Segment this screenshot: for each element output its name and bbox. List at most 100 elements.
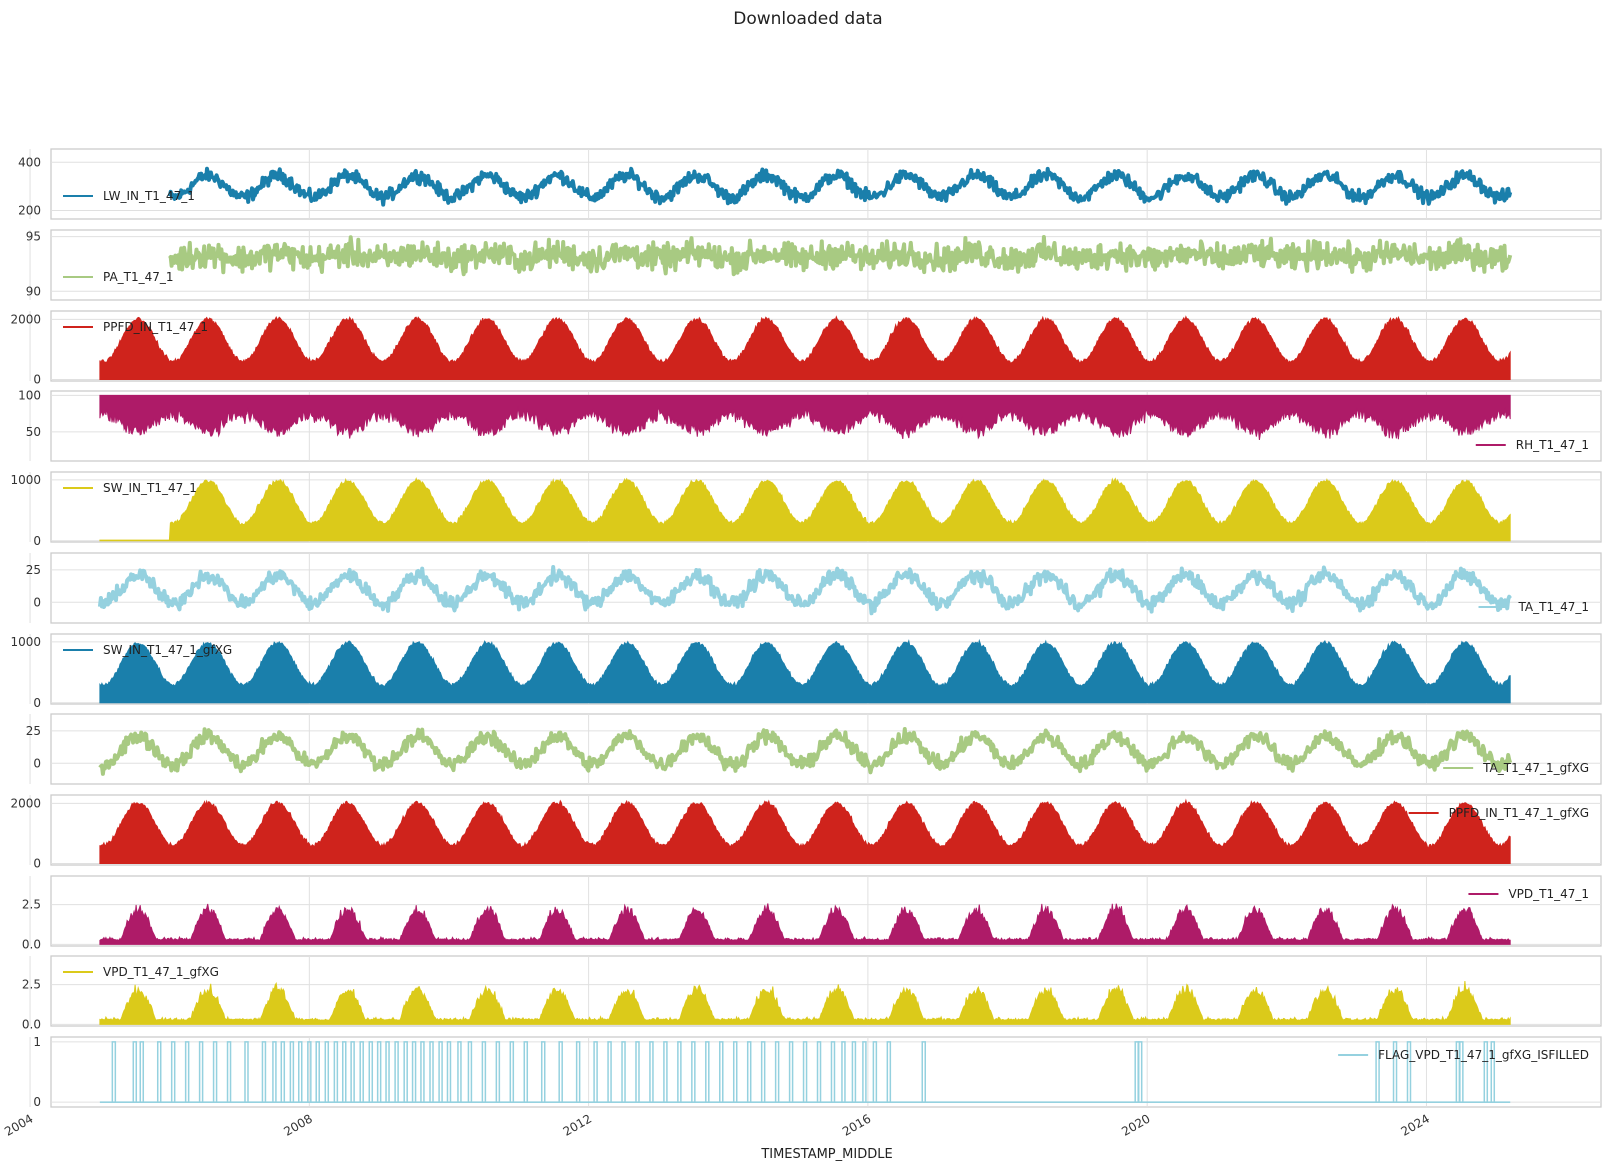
- y-tick-label: 0: [33, 1095, 41, 1109]
- flag-spike: [350, 1041, 355, 1103]
- legend: VPD_T1_47_1: [1468, 887, 1589, 901]
- flag-spike: [523, 1041, 529, 1103]
- y-tick-label: 400: [18, 155, 41, 169]
- y-tick-label: 2.5: [22, 978, 41, 992]
- y-tick-label: 0: [33, 595, 41, 609]
- flag-spike: [495, 1041, 501, 1103]
- x-tick-label: 2016: [840, 1111, 873, 1138]
- flag-spike: [403, 1041, 408, 1103]
- flag-spike: [921, 1041, 926, 1103]
- y-tick-label: 0: [33, 372, 41, 386]
- flag-spike: [226, 1041, 232, 1103]
- x-tick-label: 2012: [561, 1111, 594, 1138]
- flag-spike: [607, 1041, 612, 1103]
- flag-spike: [593, 1041, 598, 1103]
- series-line: [168, 235, 1513, 277]
- panel-SW_IN_T1_47_1: 0 1000 SW_IN_T1_47_1: [10, 471, 1602, 548]
- y-tick-label: 1: [33, 1035, 41, 1049]
- y-tick-label: 2000: [10, 312, 41, 326]
- y-tick-label: 95: [26, 230, 41, 244]
- legend: VPD_T1_47_1_gfXG: [63, 965, 219, 979]
- flag-spike: [830, 1041, 836, 1103]
- legend-label: RH_T1_47_1: [1516, 438, 1589, 452]
- flag-spike: [184, 1041, 190, 1103]
- x-tick-label: 2020: [1119, 1111, 1152, 1138]
- flag-spike: [411, 1041, 417, 1103]
- legend-label: SW_IN_T1_47_1: [103, 481, 197, 495]
- panel-TA_T1_47_1_gfXG: 0 25 TA_T1_47_1_gfXG: [26, 713, 1602, 785]
- y-tick-label: 50: [26, 425, 41, 439]
- flag-spike: [746, 1041, 752, 1103]
- flag-spike: [244, 1041, 249, 1103]
- chart-title: Downloaded data: [733, 9, 882, 29]
- flag-spike: [198, 1041, 204, 1103]
- legend: LW_IN_T1_47_1: [63, 189, 195, 203]
- y-tick-label: 200: [18, 204, 41, 218]
- panel-FLAG_VPD_T1_47_1_gfXG_ISFILLED: 0 1 FLAG_VPD_T1_47_1_gfXG_ISFILLED: [29, 1035, 1602, 1109]
- series-area: [99, 477, 1511, 542]
- flag-spike: [467, 1041, 473, 1103]
- y-tick-label: 2.5: [22, 898, 41, 912]
- flag-spike: [705, 1041, 710, 1103]
- panel-PPFD_IN_T1_47_1: 0 2000 PPFD_IN_T1_47_1: [10, 310, 1602, 386]
- legend-label: SW_IN_T1_47_1_gfXG: [103, 643, 232, 657]
- y-tick-label: 0: [33, 856, 41, 870]
- panel-SW_IN_T1_47_1_gfXG: 0 1000 SW_IN_T1_47_1_gfXG: [10, 633, 1602, 710]
- flag-spike: [1483, 1041, 1489, 1103]
- flag-spike: [376, 1041, 382, 1103]
- flag-spike: [420, 1041, 425, 1103]
- flag-spike: [1137, 1041, 1143, 1103]
- flag-spike: [132, 1041, 138, 1103]
- panel-RH_T1_47_1: 50 100 RH_T1_47_1: [18, 388, 1602, 462]
- flag-spike: [333, 1041, 339, 1103]
- series-area: [99, 394, 1511, 440]
- flag-spike: [324, 1041, 330, 1103]
- panel-PPFD_IN_T1_47_1_gfXG: 0 2000 PPFD_IN_T1_47_1_gfXG: [10, 794, 1602, 870]
- flag-spike: [816, 1041, 822, 1103]
- legend-label: VPD_T1_47_1_gfXG: [103, 965, 219, 979]
- y-tick-label: 0: [33, 696, 41, 710]
- y-tick-label: 1000: [10, 473, 41, 487]
- legend-label: PPFD_IN_T1_47_1: [103, 320, 208, 334]
- flag-spike: [457, 1041, 462, 1103]
- flag-spike: [280, 1041, 286, 1103]
- flag-spike: [156, 1041, 162, 1103]
- legend: PPFD_IN_T1_47_1: [63, 320, 208, 334]
- flag-spike: [385, 1041, 390, 1103]
- y-tick-label: 0.0: [22, 1017, 41, 1031]
- legend-label: TA_T1_47_1: [1518, 600, 1589, 614]
- flag-spike: [575, 1041, 581, 1103]
- series-area: [99, 903, 1511, 945]
- flag-spike: [1406, 1041, 1412, 1103]
- legend: RH_T1_47_1: [1475, 438, 1589, 452]
- legend-label: FLAG_VPD_T1_47_1_gfXG_ISFILLED: [1378, 1048, 1589, 1062]
- flag-spike: [509, 1041, 515, 1103]
- flag-spike: [289, 1041, 295, 1103]
- flag-spike: [212, 1041, 218, 1103]
- series-line: [98, 727, 1513, 776]
- flag-spike: [1392, 1041, 1398, 1103]
- flag-spike: [315, 1041, 320, 1103]
- flag-spike: [677, 1041, 682, 1103]
- flag-spike: [872, 1041, 878, 1103]
- panels: 200 400 LW_IN_T1_47_1 90 95 PA_T1_47_1 0 2000 PP…: [10, 148, 1602, 1109]
- flag-spike: [663, 1041, 668, 1103]
- panel-VPD_T1_47_1: 0.0 2.5 VPD_T1_47_1: [22, 875, 1602, 951]
- flag-spike: [841, 1041, 846, 1103]
- legend: TA_T1_47_1: [1478, 600, 1589, 614]
- flag-spike: [760, 1041, 766, 1103]
- x-axis: 2004 2008 2012 2016 2020 2024: [2, 1111, 1432, 1138]
- y-tick-label: 1000: [10, 635, 41, 649]
- flag-spike: [1459, 1041, 1464, 1103]
- flag-spike: [341, 1041, 347, 1103]
- legend: TA_T1_47_1_gfXG: [1443, 761, 1589, 775]
- y-tick-label: 0: [33, 534, 41, 548]
- panel-VPD_T1_47_1_gfXG: 0.0 2.5 VPD_T1_47_1_gfXG: [22, 955, 1602, 1031]
- panel-frame: [50, 552, 1602, 624]
- y-tick-label: 0.0: [22, 937, 41, 951]
- flag-spike: [691, 1041, 696, 1103]
- flag-spike: [261, 1041, 267, 1103]
- legend: PPFD_IN_T1_47_1_gfXG: [1408, 806, 1589, 820]
- flag-spike: [802, 1041, 808, 1103]
